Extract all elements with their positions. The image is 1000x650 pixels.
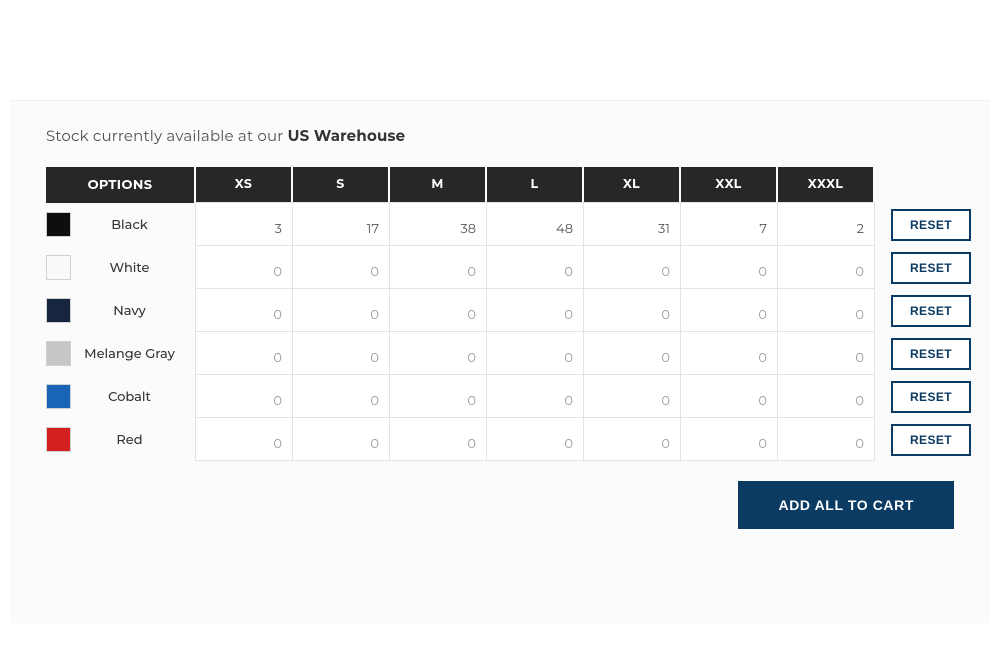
- stock-cell[interactable]: 0: [195, 417, 293, 461]
- table-header-size: L: [487, 167, 584, 203]
- stock-cell[interactable]: 38: [389, 202, 487, 246]
- stock-panel: Stock currently available at our US Ware…: [10, 100, 990, 623]
- option-label: Black: [81, 217, 196, 233]
- option-label: Melange Gray: [81, 346, 196, 362]
- stock-cell[interactable]: 0: [389, 245, 487, 289]
- stock-cell[interactable]: 0: [777, 417, 875, 461]
- stock-cell[interactable]: 0: [486, 245, 584, 289]
- stock-cell[interactable]: 0: [292, 288, 390, 332]
- reset-button[interactable]: RESET: [891, 295, 971, 327]
- option-cell: White: [46, 246, 196, 289]
- stock-cell[interactable]: 0: [680, 288, 778, 332]
- reset-button[interactable]: RESET: [891, 424, 971, 456]
- stock-cell[interactable]: 0: [389, 374, 487, 418]
- stock-cell[interactable]: 0: [680, 245, 778, 289]
- reset-button[interactable]: RESET: [891, 381, 971, 413]
- stock-cell[interactable]: 0: [292, 374, 390, 418]
- stock-cell[interactable]: 0: [777, 331, 875, 375]
- stock-cell[interactable]: 17: [292, 202, 390, 246]
- stock-cell[interactable]: 0: [777, 374, 875, 418]
- stock-cell[interactable]: 0: [486, 288, 584, 332]
- table-header-size: XXXL: [778, 167, 875, 203]
- table-footer: ADD ALL TO CART: [46, 481, 954, 529]
- table-header-size: XXL: [681, 167, 778, 203]
- stock-cell[interactable]: 0: [583, 288, 681, 332]
- table-header-options: OPTIONS: [46, 167, 196, 203]
- table-header-size: M: [390, 167, 487, 203]
- reset-button[interactable]: RESET: [891, 209, 971, 241]
- stock-cell[interactable]: 0: [486, 417, 584, 461]
- stock-availability-text: Stock currently available at our US Ware…: [46, 126, 954, 145]
- reset-button[interactable]: RESET: [891, 338, 971, 370]
- stock-cell[interactable]: 0: [583, 245, 681, 289]
- stock-cell[interactable]: 0: [195, 331, 293, 375]
- option-label: White: [81, 260, 196, 276]
- stock-cell[interactable]: 0: [777, 245, 875, 289]
- option-cell: Melange Gray: [46, 332, 196, 375]
- stock-cell[interactable]: 0: [389, 288, 487, 332]
- option-cell: Red: [46, 418, 196, 461]
- stock-cell[interactable]: 0: [292, 331, 390, 375]
- option-label: Navy: [81, 303, 196, 319]
- stock-cell[interactable]: 0: [389, 331, 487, 375]
- table-header-size: XL: [584, 167, 681, 203]
- stock-cell[interactable]: 7: [680, 202, 778, 246]
- option-label: Red: [81, 432, 196, 448]
- stock-cell[interactable]: 0: [583, 331, 681, 375]
- stock-cell[interactable]: 0: [486, 374, 584, 418]
- stock-cell[interactable]: 0: [680, 417, 778, 461]
- stock-cell[interactable]: 0: [583, 417, 681, 461]
- stock-cell[interactable]: 0: [389, 417, 487, 461]
- stock-availability-warehouse: US Warehouse: [288, 126, 406, 145]
- stock-table: OPTIONSXSSMLXLXXLXXXLBlack31738483172RES…: [46, 167, 954, 461]
- color-swatch: [46, 212, 71, 237]
- stock-cell[interactable]: 0: [486, 331, 584, 375]
- stock-cell[interactable]: 48: [486, 202, 584, 246]
- color-swatch: [46, 298, 71, 323]
- reset-button[interactable]: RESET: [891, 252, 971, 284]
- table-header-size: S: [293, 167, 390, 203]
- stock-cell[interactable]: 3: [195, 202, 293, 246]
- option-label: Cobalt: [81, 389, 196, 405]
- stock-cell[interactable]: 0: [292, 417, 390, 461]
- color-swatch: [46, 255, 71, 280]
- stock-cell[interactable]: 0: [680, 374, 778, 418]
- color-swatch: [46, 384, 71, 409]
- stock-cell[interactable]: 0: [292, 245, 390, 289]
- stock-cell[interactable]: 0: [777, 288, 875, 332]
- stock-cell[interactable]: 0: [583, 374, 681, 418]
- stock-availability-prefix: Stock currently available at our: [46, 126, 288, 145]
- option-cell: Cobalt: [46, 375, 196, 418]
- color-swatch: [46, 341, 71, 366]
- option-cell: Navy: [46, 289, 196, 332]
- option-cell: Black: [46, 203, 196, 246]
- table-header-size: XS: [196, 167, 293, 203]
- add-all-to-cart-button[interactable]: ADD ALL TO CART: [738, 481, 954, 529]
- stock-cell[interactable]: 0: [195, 288, 293, 332]
- stock-cell[interactable]: 0: [195, 374, 293, 418]
- stock-cell[interactable]: 2: [777, 202, 875, 246]
- stock-cell[interactable]: 0: [195, 245, 293, 289]
- stock-cell[interactable]: 0: [680, 331, 778, 375]
- color-swatch: [46, 427, 71, 452]
- stock-cell[interactable]: 31: [583, 202, 681, 246]
